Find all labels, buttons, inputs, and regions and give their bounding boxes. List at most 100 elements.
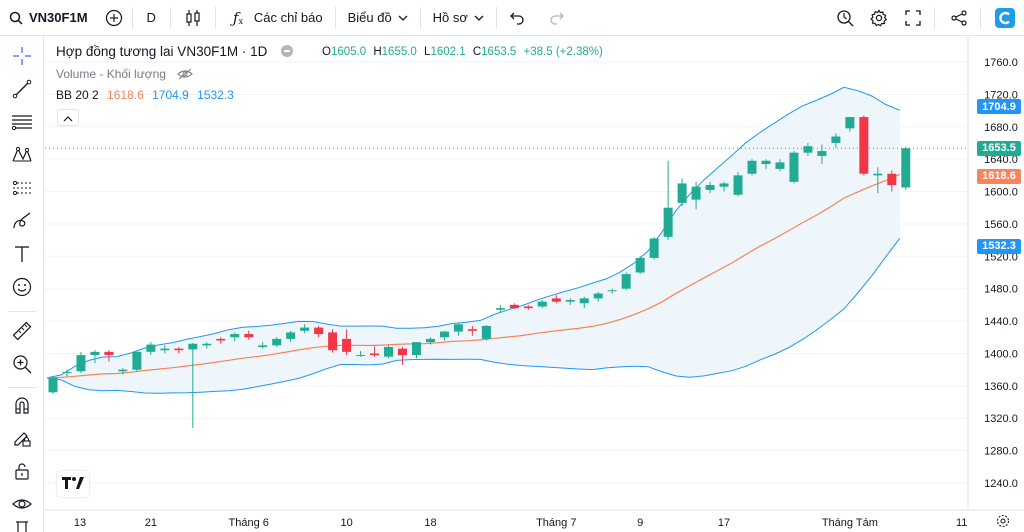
lock-drawings-tool[interactable] — [7, 458, 37, 488]
series-title[interactable]: Hợp đồng tương lai VN30F1M · 1D — [56, 44, 294, 59]
toolbar-divider — [495, 6, 497, 29]
time-tick-label: Tháng 6 — [229, 517, 269, 529]
collapse-legend-button[interactable] — [57, 109, 79, 126]
candle-up — [747, 160, 757, 174]
close-value: 1653.5 — [481, 46, 517, 58]
redo-button[interactable] — [537, 0, 577, 36]
hide-drawings-tool[interactable] — [7, 491, 37, 521]
ohlc-values: O1605.0 H1655.0 L1602.1 C1653.5 +38.5 (+… — [322, 46, 603, 58]
remove-drawings-tool[interactable] — [7, 521, 37, 532]
bollinger-legend[interactable]: BB 20 2 1618.6 1704.9 1532.3 — [56, 88, 234, 102]
candle-up — [384, 346, 394, 357]
eye-hidden-icon[interactable] — [177, 68, 194, 83]
bollinger-lower-line — [46, 237, 901, 394]
zoom-search-icon — [835, 8, 855, 28]
price-tick-label: 1440.0 — [984, 316, 1018, 328]
candle-up — [873, 173, 883, 176]
fib-retracement-tool[interactable] — [7, 109, 37, 139]
profile-menu-button[interactable]: Hồ sơ — [421, 0, 496, 36]
trend-line-tool[interactable] — [7, 76, 37, 106]
fullscreen-button[interactable] — [896, 0, 930, 36]
crosshair-tool[interactable] — [7, 43, 37, 73]
candle-up — [132, 351, 142, 370]
indicators-label: Các chỉ báo — [253, 10, 323, 25]
share-icon — [949, 8, 969, 28]
pattern-tool[interactable] — [7, 142, 37, 172]
candle-down — [887, 173, 897, 186]
close-label: C — [472, 46, 482, 58]
candle-down — [314, 327, 324, 335]
text-tool[interactable] — [7, 241, 37, 271]
candle-down — [104, 351, 114, 356]
candle-up — [775, 162, 785, 169]
drawing-mode-tool[interactable] — [7, 425, 37, 455]
toolbar-divider — [8, 311, 36, 312]
trash-icon — [14, 519, 30, 532]
chart-type-button[interactable] — [171, 0, 215, 36]
zoom-in-tool[interactable] — [7, 351, 37, 381]
emoji-tool[interactable] — [7, 274, 37, 304]
price-tick-label: 1400.0 — [984, 348, 1018, 360]
candle-up — [495, 308, 505, 310]
bb-upper-value: 1704.9 — [152, 88, 189, 102]
market-status-icon — [281, 45, 294, 57]
candle-up — [160, 348, 170, 351]
axis-settings-button[interactable] — [996, 514, 1010, 532]
candle-up — [621, 274, 631, 289]
brand-logo[interactable] — [988, 0, 1022, 36]
candle-up — [593, 293, 603, 299]
price-tick-label: 1760.0 — [984, 57, 1018, 69]
share-button[interactable] — [942, 0, 976, 36]
settings-button[interactable] — [862, 0, 896, 36]
volume-legend[interactable]: Volume - Khối lượng — [56, 67, 194, 83]
candle-up — [719, 183, 729, 187]
candle-up — [705, 185, 715, 190]
candle-up — [831, 136, 841, 143]
last-price-tag: 1653.5 — [977, 140, 1021, 156]
candle-up — [202, 343, 212, 346]
bb-label: BB 20 2 — [56, 88, 99, 102]
price-tick-label: 1520.0 — [984, 251, 1018, 263]
chart-menu-button[interactable]: Biểu đồ — [336, 0, 420, 36]
time-tick-label: Tháng Tám — [822, 517, 878, 529]
magnet-tool[interactable] — [7, 392, 37, 422]
candle-up — [845, 117, 855, 129]
volume-label: Volume - Khối lượng — [56, 67, 166, 81]
candle-up — [300, 327, 310, 331]
candle-up — [817, 151, 827, 156]
candle-up — [90, 351, 100, 356]
symbol-search-button[interactable]: VN30F1M — [0, 0, 96, 36]
candle-down — [523, 306, 533, 309]
profile-menu-label: Hồ sơ — [432, 10, 468, 25]
undo-button[interactable] — [497, 0, 537, 36]
time-tick-label: 21 — [145, 517, 157, 529]
redo-icon — [547, 8, 567, 28]
low-label: L — [424, 46, 431, 58]
add-circle-icon — [104, 8, 124, 28]
open-label: O — [322, 46, 331, 58]
tradingview-logo[interactable] — [57, 471, 89, 497]
brush-tool[interactable] — [7, 208, 37, 238]
crosshair-icon — [12, 46, 32, 71]
compare-button[interactable] — [96, 0, 132, 36]
candle-down — [370, 353, 380, 356]
fullscreen-icon — [903, 8, 923, 28]
bollinger-upper-line — [46, 86, 900, 379]
candle-up — [691, 186, 701, 200]
bollinger-basis-line — [46, 173, 901, 379]
toolbar-divider — [214, 6, 216, 29]
interval-button[interactable]: D — [133, 0, 170, 36]
chevron-down-icon — [398, 13, 408, 23]
trend-line-icon — [12, 79, 32, 104]
chart-menu-label: Biểu đồ — [347, 10, 392, 25]
time-tick-label: 17 — [718, 517, 730, 529]
measure-tool[interactable] — [7, 318, 37, 348]
lock-icon — [12, 461, 32, 486]
projection-tool[interactable] — [7, 175, 37, 205]
quick-search-button[interactable] — [828, 0, 862, 36]
time-tick-label: 9 — [637, 517, 643, 529]
forecast-icon — [11, 178, 33, 203]
